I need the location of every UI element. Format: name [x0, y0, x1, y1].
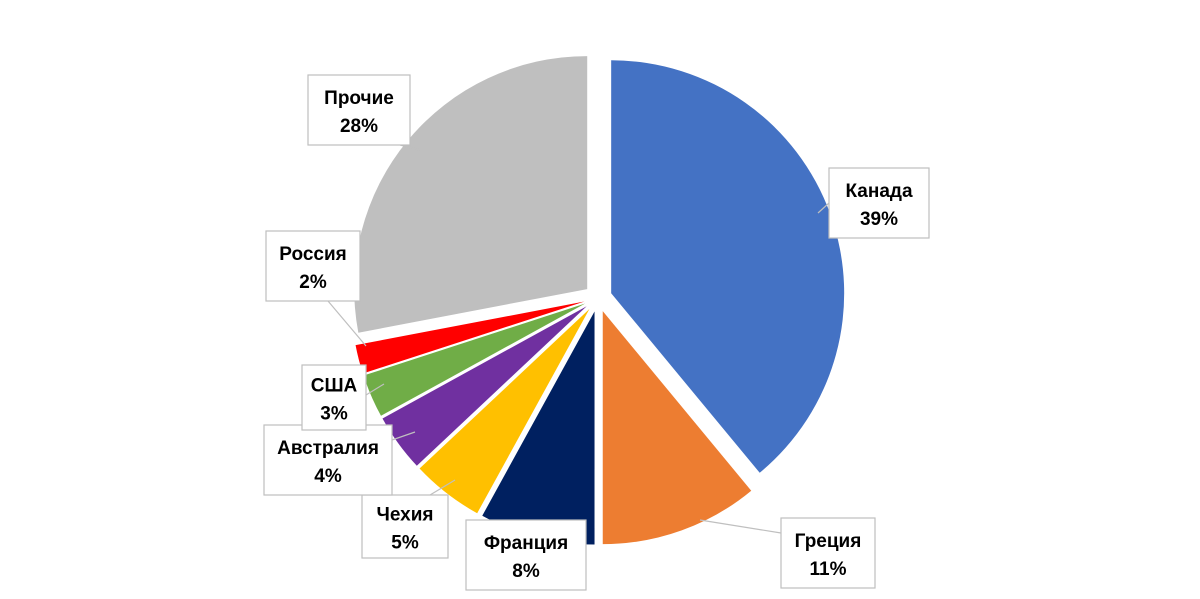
data-label-box: [307, 74, 411, 146]
pie-slice-7: [354, 56, 588, 333]
slice-category-label: Россия: [279, 244, 346, 265]
data-label-box: [361, 494, 449, 559]
slice-value-label: 39%: [860, 209, 898, 230]
leader-line-1: [699, 519, 782, 534]
leader-line-0: [817, 202, 830, 214]
leader-lines: [327, 144, 830, 534]
slice-value-label: 2%: [299, 272, 327, 293]
pie-slice-5: [363, 303, 586, 416]
pie-slice-0: [611, 60, 845, 473]
slice-value-label: 4%: [314, 466, 342, 487]
data-label-5: США 3%: [301, 364, 367, 431]
data-label-1: Греция 11%: [780, 517, 876, 589]
data-label-box: [263, 424, 393, 496]
slice-category-label: Австралия: [277, 438, 379, 459]
pie-slice-2: [482, 311, 595, 545]
data-label-3: Чехия 5%: [361, 494, 449, 559]
pie-slice-3: [419, 309, 590, 514]
leader-line-6: [327, 300, 367, 347]
slice-value-label: 8%: [512, 561, 540, 582]
leader-line-3: [429, 479, 456, 496]
data-label-box: [465, 519, 587, 591]
leader-line-5: [365, 383, 385, 396]
data-label-box: [780, 517, 876, 589]
data-labels: Канада 39% Греция 11% Франция 8% Чехия 5% Австра…: [263, 74, 930, 591]
pie-slices: [354, 56, 845, 545]
leader-line-7: [399, 144, 421, 151]
slice-value-label: 28%: [340, 116, 378, 137]
slice-category-label: США: [311, 376, 358, 397]
data-label-6: Россия 2%: [265, 230, 361, 302]
slice-value-label: 5%: [391, 533, 419, 554]
slice-value-label: 3%: [320, 404, 348, 425]
data-label-box: [265, 230, 361, 302]
pie-slice-1: [602, 311, 752, 545]
slice-category-label: Чехия: [377, 505, 434, 526]
slice-category-label: Греция: [795, 531, 862, 552]
pie-slice-4: [382, 306, 587, 466]
leader-line-4: [391, 431, 416, 441]
data-label-box: [301, 364, 367, 431]
data-label-4: Австралия 4%: [263, 424, 393, 496]
slice-value-label: 11%: [810, 559, 847, 580]
pie-slice-6: [355, 301, 585, 374]
data-label-box: [828, 167, 930, 239]
slice-category-label: Франция: [484, 533, 568, 554]
data-label-0: Канада 39%: [828, 167, 930, 239]
data-label-7: Прочие 28%: [307, 74, 411, 146]
data-label-2: Франция 8%: [465, 519, 587, 591]
slice-category-label: Канада: [845, 181, 912, 202]
slice-category-label: Прочие: [324, 88, 394, 109]
